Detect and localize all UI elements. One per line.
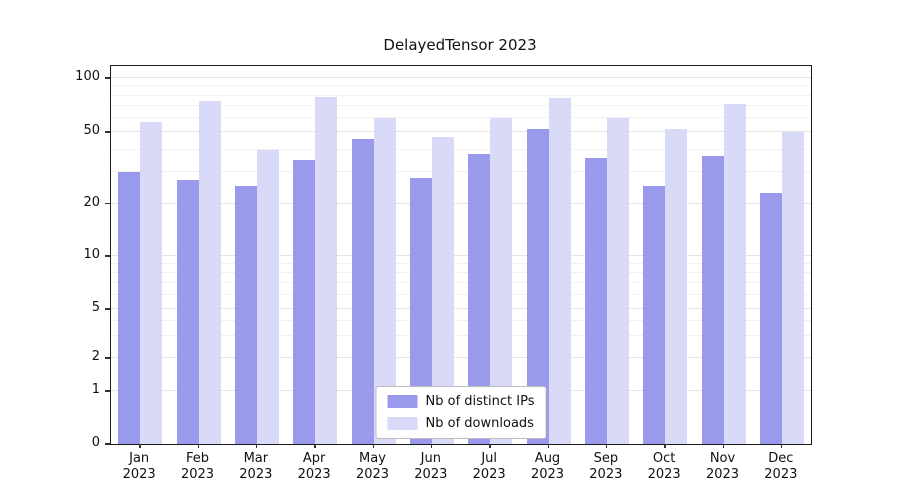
x-tick-label-feb-2023: Feb 2023 [180,451,215,482]
gridline-5 [111,308,811,310]
legend-item-downloads: Nb of downloads [387,416,535,431]
bar-nb-of-downloads-oct-2023 [665,129,688,444]
bar-nb-of-downloads-nov-2023 [723,103,746,444]
gridline-minor-90 [111,85,811,87]
x-tick-label-aug-2023: Aug 2023 [530,451,565,482]
bar-nb-of-distinct-ips-oct-2023 [643,186,666,444]
plot-area: Nb of distinct IPs Nb of downloads [110,65,812,445]
x-tick-label-jun-2023: Jun 2023 [414,451,448,482]
legend-label-downloads: Nb of downloads [425,416,534,431]
bar-nb-of-distinct-ips-sep-2023 [584,157,607,444]
gridline-minor-40 [111,148,811,150]
bar-nb-of-downloads-sep-2023 [606,117,629,444]
x-tick-label-jan-2023: Jan 2023 [122,451,156,482]
bar-nb-of-downloads-mar-2023 [256,149,279,444]
bar-nb-of-downloads-dec-2023 [781,132,804,444]
gridline-20 [111,202,811,204]
x-tick-label-sep-2023: Sep 2023 [589,451,623,482]
bar-nb-of-downloads-feb-2023 [198,100,221,444]
y-tick-label-50: 50 [83,123,100,139]
gridline-50 [111,131,811,133]
gridline-minor-6 [111,294,811,296]
chart-title: DelayedTensor 2023 [383,36,537,54]
y-tick-label-1: 1 [91,382,100,398]
x-tick-label-nov-2023: Nov 2023 [705,451,740,482]
gridline-minor-30 [111,171,811,173]
legend: Nb of distinct IPs Nb of downloads [375,386,547,439]
bar-nb-of-distinct-ips-dec-2023 [759,193,782,444]
gridline-minor-7 [111,282,811,284]
x-tick-label-oct-2023: Oct 2023 [647,451,681,482]
x-tick-label-may-2023: May 2023 [355,451,390,482]
legend-label-distinct-ips: Nb of distinct IPs [425,394,535,409]
x-tick-label-jul-2023: Jul 2023 [472,451,506,482]
gridline-minor-70 [111,104,811,106]
legend-swatch-downloads [387,417,418,430]
y-tick-label-100: 100 [75,69,100,85]
bar-nb-of-distinct-ips-jun-2023 [409,177,432,444]
x-tick-label-mar-2023: Mar 2023 [239,451,273,482]
y-tick-label-2: 2 [91,349,100,364]
gridline-minor-8 [111,272,811,274]
legend-item-distinct-ips: Nb of distinct IPs [387,394,535,409]
bar-nb-of-distinct-ips-feb-2023 [176,180,199,444]
gridline-10 [111,255,811,257]
bar-nb-of-distinct-ips-jan-2023 [118,172,141,444]
x-tick-label-apr-2023: Apr 2023 [297,451,331,482]
gridline-minor-4 [111,319,811,321]
bar-nb-of-distinct-ips-mar-2023 [234,186,257,444]
bar-nb-of-distinct-ips-nov-2023 [701,155,724,444]
bar-nb-of-downloads-may-2023 [373,117,396,444]
y-tick-label-20: 20 [83,194,100,210]
gridline-100 [111,77,811,79]
gridline-2 [111,357,811,359]
y-tick-label-0: 0 [91,435,100,450]
bar-nb-of-downloads-jul-2023 [490,117,513,444]
y-tick-label-10: 10 [83,247,100,263]
bar-nb-of-distinct-ips-apr-2023 [293,160,316,444]
bar-nb-of-downloads-jan-2023 [140,121,163,444]
bar-nb-of-distinct-ips-aug-2023 [526,129,549,444]
bar-nb-of-distinct-ips-jul-2023 [468,153,491,444]
gridline-minor-3 [111,335,811,337]
bar-nb-of-downloads-aug-2023 [548,98,571,444]
x-tick-label-dec-2023: Dec 2023 [764,451,798,482]
bar-nb-of-downloads-jun-2023 [431,137,454,444]
y-tick-label-5: 5 [91,300,100,316]
bar-nb-of-distinct-ips-may-2023 [351,138,374,444]
gridline-minor-60 [111,116,811,118]
bar-nb-of-downloads-apr-2023 [315,97,338,444]
gridline-minor-9 [111,263,811,265]
legend-swatch-distinct-ips [387,395,418,408]
gridline-minor-80 [111,94,811,96]
